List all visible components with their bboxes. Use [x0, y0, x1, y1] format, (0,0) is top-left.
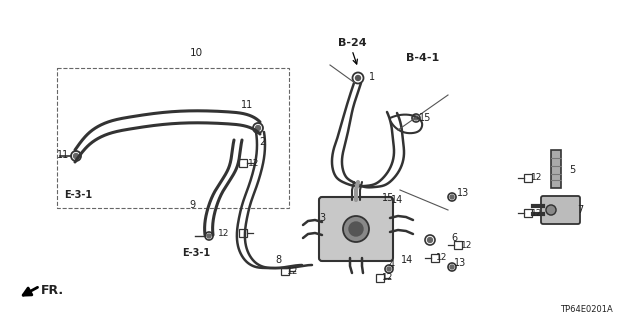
Circle shape — [450, 195, 454, 199]
Text: 8: 8 — [275, 255, 281, 265]
Text: 14: 14 — [401, 255, 413, 265]
Text: 12: 12 — [531, 209, 543, 218]
Text: 11: 11 — [241, 100, 253, 110]
Bar — [376, 274, 384, 282]
Text: 14: 14 — [391, 195, 403, 205]
Text: 10: 10 — [189, 48, 203, 58]
FancyBboxPatch shape — [319, 197, 393, 261]
Text: FR.: FR. — [40, 284, 63, 298]
Text: B-24: B-24 — [338, 38, 366, 48]
Text: 5: 5 — [569, 165, 575, 175]
Text: 13: 13 — [454, 258, 466, 268]
Bar — [551, 150, 561, 188]
Bar — [239, 229, 247, 237]
Text: 15: 15 — [382, 193, 394, 203]
Bar — [524, 174, 532, 182]
Text: 3: 3 — [319, 213, 325, 223]
Text: TP64E0201A: TP64E0201A — [559, 305, 612, 314]
Bar — [524, 209, 532, 217]
Bar — [281, 267, 289, 275]
Circle shape — [546, 205, 556, 215]
Text: 12: 12 — [531, 173, 543, 182]
Text: 12: 12 — [436, 252, 448, 261]
Text: E-3-1: E-3-1 — [182, 248, 210, 258]
Circle shape — [207, 234, 211, 238]
Text: 1: 1 — [369, 72, 375, 82]
Circle shape — [428, 237, 433, 243]
Text: 7: 7 — [577, 205, 583, 215]
Text: 9: 9 — [189, 200, 195, 210]
Circle shape — [387, 267, 391, 271]
Text: E-3-1: E-3-1 — [64, 190, 92, 200]
Text: 12: 12 — [461, 241, 473, 250]
Text: 12: 12 — [248, 158, 260, 167]
Text: 12: 12 — [382, 274, 394, 283]
Text: B-4-1: B-4-1 — [406, 53, 440, 63]
Bar — [454, 241, 462, 249]
Circle shape — [450, 265, 454, 269]
Text: 2: 2 — [259, 137, 265, 147]
Circle shape — [255, 125, 260, 131]
Text: 11: 11 — [57, 150, 69, 160]
Circle shape — [74, 154, 79, 158]
Circle shape — [414, 116, 418, 120]
Text: 12: 12 — [287, 267, 299, 276]
Text: 4: 4 — [389, 260, 395, 270]
Bar — [431, 254, 439, 262]
Text: 6: 6 — [451, 233, 457, 243]
Circle shape — [343, 216, 369, 242]
Text: 13: 13 — [457, 188, 469, 198]
Text: 15: 15 — [419, 113, 431, 123]
FancyBboxPatch shape — [541, 196, 580, 224]
Text: 12: 12 — [218, 229, 230, 238]
Circle shape — [355, 76, 360, 81]
Bar — [239, 159, 247, 167]
Circle shape — [349, 222, 363, 236]
Bar — [57, 68, 289, 208]
